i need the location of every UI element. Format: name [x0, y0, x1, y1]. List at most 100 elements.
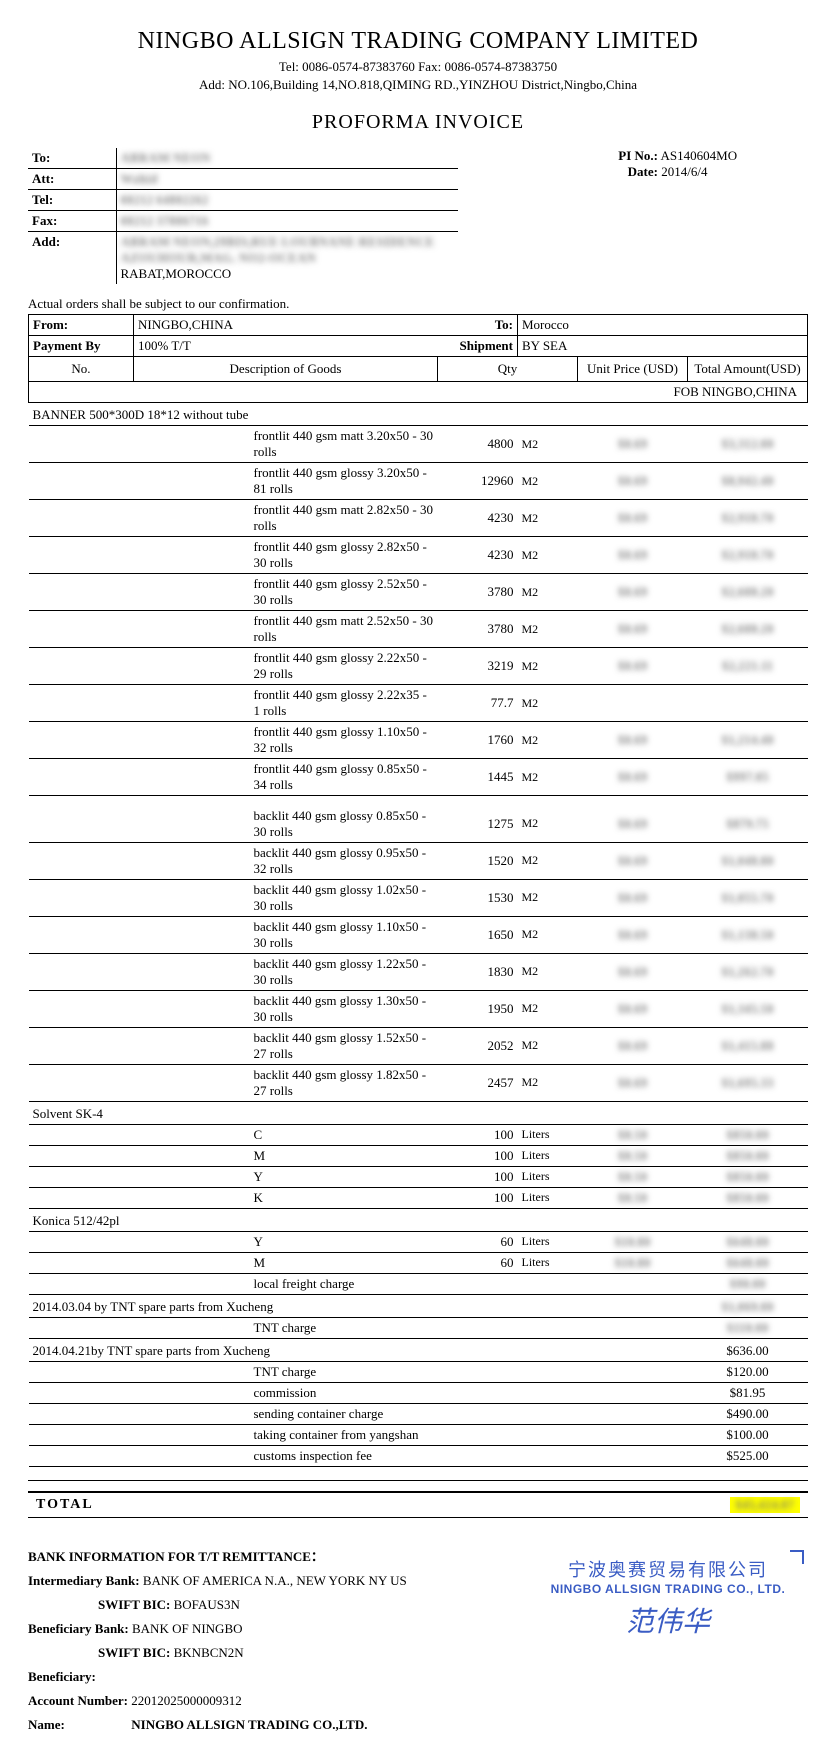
item-desc: frontlit 440 gsm glossy 2.22x50 - 29 rol… [134, 648, 438, 685]
fax-label: Fax: [28, 211, 116, 232]
table-row: backlit 440 gsm glossy 0.95x50 - 32 roll… [29, 842, 808, 879]
item-price: $0.69 [578, 500, 688, 537]
item-desc: M [134, 1145, 438, 1166]
beneficiary-bank-label: Beneficiary Bank: [28, 1621, 129, 1637]
total-row: TOTAL $45,424.87 [28, 1491, 808, 1518]
table-row: backlit 440 gsm glossy 1.22x50 - 30 roll… [29, 953, 808, 990]
table-row: TNT charge$110.00 [29, 1317, 808, 1338]
intermediary-label: Intermediary Bank: [28, 1573, 140, 1589]
item-amount [688, 685, 808, 722]
item-price: $0.69 [578, 842, 688, 879]
table-row: frontlit 440 gsm glossy 3.20x50 - 81 rol… [29, 463, 808, 500]
item-unit: M2 [518, 916, 578, 953]
item-qty: 1650 [438, 916, 518, 953]
item-unit: M2 [518, 990, 578, 1027]
item-price [578, 685, 688, 722]
item-unit: M2 [518, 685, 578, 722]
section-title: BANNER 500*300D 18*12 without tube [29, 403, 688, 426]
item-desc: C [134, 1124, 438, 1145]
item-desc: backlit 440 gsm glossy 1.30x50 - 30 roll… [134, 990, 438, 1027]
item-amount: $1,695.33 [688, 1064, 808, 1101]
item-amount: $1,138.50 [688, 916, 808, 953]
item-amount: $3,312.00 [688, 426, 808, 463]
item-qty: 1760 [438, 722, 518, 759]
from-value: NINGBO,CHINA [134, 315, 438, 336]
item-desc: M [134, 1252, 438, 1273]
item-qty: 1830 [438, 953, 518, 990]
table-row: backlit 440 gsm glossy 0.85x50 - 30 roll… [29, 806, 808, 843]
payment-label: Payment By [29, 336, 134, 357]
item-unit [518, 1317, 578, 1338]
item-desc: backlit 440 gsm glossy 0.85x50 - 30 roll… [134, 806, 438, 843]
item-desc: backlit 440 gsm glossy 1.02x50 - 30 roll… [134, 879, 438, 916]
item-price: $0.69 [578, 879, 688, 916]
tel-label: Tel: [28, 190, 116, 211]
item-unit: M2 [518, 426, 578, 463]
item-unit: M2 [518, 537, 578, 574]
to-value: ABRAM NEON [121, 150, 211, 165]
item-price: $0.69 [578, 574, 688, 611]
item-qty [438, 1424, 518, 1445]
item-price: $0.69 [578, 1027, 688, 1064]
account-label: Account Number: [28, 1693, 128, 1709]
item-qty: 100 [438, 1145, 518, 1166]
pi-no-label: PI No.: [608, 148, 658, 164]
item-amount: $1,345.50 [688, 990, 808, 1027]
item-amount: $2,918.70 [688, 500, 808, 537]
table-row: frontlit 440 gsm matt 3.20x50 - 30 rolls… [29, 426, 808, 463]
table-row: customs inspection fee$525.00 [29, 1445, 808, 1466]
item-price: $0.69 [578, 648, 688, 685]
document-title: PROFORMA INVOICE [28, 111, 808, 134]
item-qty: 100 [438, 1166, 518, 1187]
swift2-label: SWIFT BIC: [98, 1645, 170, 1661]
item-qty [438, 1403, 518, 1424]
item-qty: 4230 [438, 537, 518, 574]
item-price: $0.69 [578, 611, 688, 648]
item-price: $0.69 [578, 759, 688, 796]
item-desc: K [134, 1187, 438, 1208]
table-row: sending container charge$490.00 [29, 1403, 808, 1424]
item-unit [518, 1445, 578, 1466]
item-amount: $850.00 [688, 1166, 808, 1187]
item-qty [438, 1273, 518, 1294]
item-unit: M2 [518, 1027, 578, 1064]
table-row: M100Liters$8.50$850.00 [29, 1145, 808, 1166]
add-value-1: ABRAM NEON,29BIS,RUE LOUBNANE RESIDENCE … [121, 234, 435, 265]
item-unit: M2 [518, 463, 578, 500]
item-amount: $2,221.11 [688, 648, 808, 685]
table-row: C100Liters$8.50$850.00 [29, 1124, 808, 1145]
add-label: Add: [28, 232, 116, 285]
table-row: frontlit 440 gsm glossy 2.22x50 - 29 rol… [29, 648, 808, 685]
table-row: frontlit 440 gsm matt 2.52x50 - 30 rolls… [29, 611, 808, 648]
table-row: frontlit 440 gsm glossy 1.10x50 - 32 rol… [29, 722, 808, 759]
item-amount: $8,942.40 [688, 463, 808, 500]
item-amount: $997.05 [688, 759, 808, 796]
item-unit: M2 [518, 722, 578, 759]
item-desc: frontlit 440 gsm glossy 0.85x50 - 34 rol… [134, 759, 438, 796]
item-unit: M2 [518, 842, 578, 879]
item-desc: backlit 440 gsm glossy 1.22x50 - 30 roll… [134, 953, 438, 990]
item-qty: 60 [438, 1231, 518, 1252]
company-tel-fax: Tel: 0086-0574-87383760 Fax: 0086-0574-8… [28, 59, 808, 75]
stamp-signature: 范伟华 [538, 1600, 798, 1640]
invoice-table: From: NINGBO,CHINA To: Morocco Payment B… [28, 314, 808, 1467]
item-unit [518, 1424, 578, 1445]
item-unit: M2 [518, 611, 578, 648]
item-amount: $1,214.40 [688, 722, 808, 759]
item-unit: Liters [518, 1231, 578, 1252]
item-desc: frontlit 440 gsm glossy 2.52x50 - 30 rol… [134, 574, 438, 611]
item-qty: 2457 [438, 1064, 518, 1101]
pi-block: PI No.: AS140604MO Date: 2014/6/4 [608, 148, 808, 284]
item-amount: $2,608.20 [688, 574, 808, 611]
item-unit: M2 [518, 574, 578, 611]
date-label: Date: [608, 164, 658, 180]
fax-value: 00212 37806716 [121, 213, 209, 228]
table-row: TNT charge$120.00 [29, 1361, 808, 1382]
item-qty: 1275 [438, 806, 518, 843]
col-no: No. [29, 357, 134, 382]
item-amount: $90.00 [688, 1273, 808, 1294]
item-qty [438, 1445, 518, 1466]
item-qty: 3780 [438, 574, 518, 611]
item-price: $0.69 [578, 537, 688, 574]
item-amount: $648.00 [688, 1231, 808, 1252]
